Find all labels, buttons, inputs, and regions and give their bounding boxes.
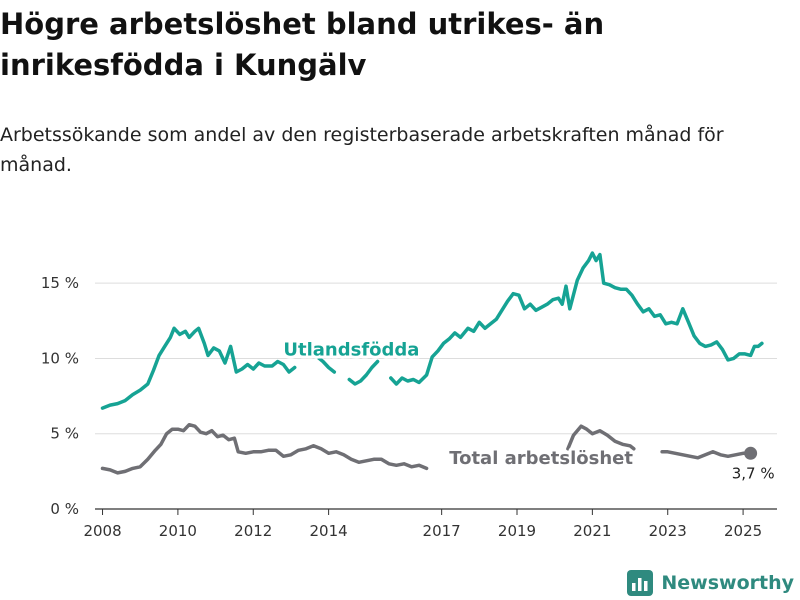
series-label-halo: Utlandsfödda [283, 339, 419, 360]
x-tick-label: 2014 [310, 522, 348, 540]
x-tick-label: 2010 [159, 522, 197, 540]
y-axis-ticks: 0 % 5 % 10 % 15 % [41, 274, 79, 518]
series-line-0 [100, 326, 297, 410]
x-tick-label: 2012 [234, 522, 272, 540]
y-tick-label: 5 % [50, 425, 79, 443]
series-line-1 [100, 422, 429, 475]
x-tick-label: 2019 [498, 522, 536, 540]
x-tick-label: 2023 [649, 522, 687, 540]
series-label: Total arbetslöshet [449, 448, 633, 469]
chart-subtitle: Arbetssökande som andel av den registerb… [0, 124, 724, 176]
series-line-0 [389, 251, 764, 386]
x-tick-label: 2008 [83, 522, 121, 540]
y-tick-label: 10 % [41, 349, 79, 367]
end-value-label: 3,7 % [732, 464, 775, 482]
series-line-1 [566, 424, 636, 451]
grid-lines [95, 282, 777, 510]
newsworthy-logo: Newsworthy [627, 566, 794, 600]
line-chart: 0 %5 %10 %15 % 2008 2010 2012 2014 2017 2019 2… [41, 251, 777, 540]
y-tick-label: 15 % [41, 274, 79, 292]
end-point-marker [744, 446, 758, 460]
x-axis-ticks: 2008 2010 2012 2014 2017 2019 2021 2023 2025 [83, 509, 762, 540]
series-label: Utlandsfödda [283, 339, 419, 360]
x-tick-label: 2025 [724, 522, 762, 540]
page-title: Högre arbetslöshet bland utrikes- än inr… [0, 7, 605, 82]
y-tick-label: 0 % [50, 500, 79, 518]
series-line-0 [315, 355, 337, 374]
series-line-0 [347, 359, 380, 386]
x-tick-label: 2021 [573, 522, 611, 540]
x-tick-label: 2017 [423, 522, 461, 540]
logo-text: Newsworthy [661, 572, 794, 594]
series-lines [100, 251, 764, 475]
series-line-1 [660, 450, 753, 460]
series-label-halo: Total arbetslöshet [449, 448, 633, 469]
bar-chart-logo-icon [627, 570, 654, 596]
